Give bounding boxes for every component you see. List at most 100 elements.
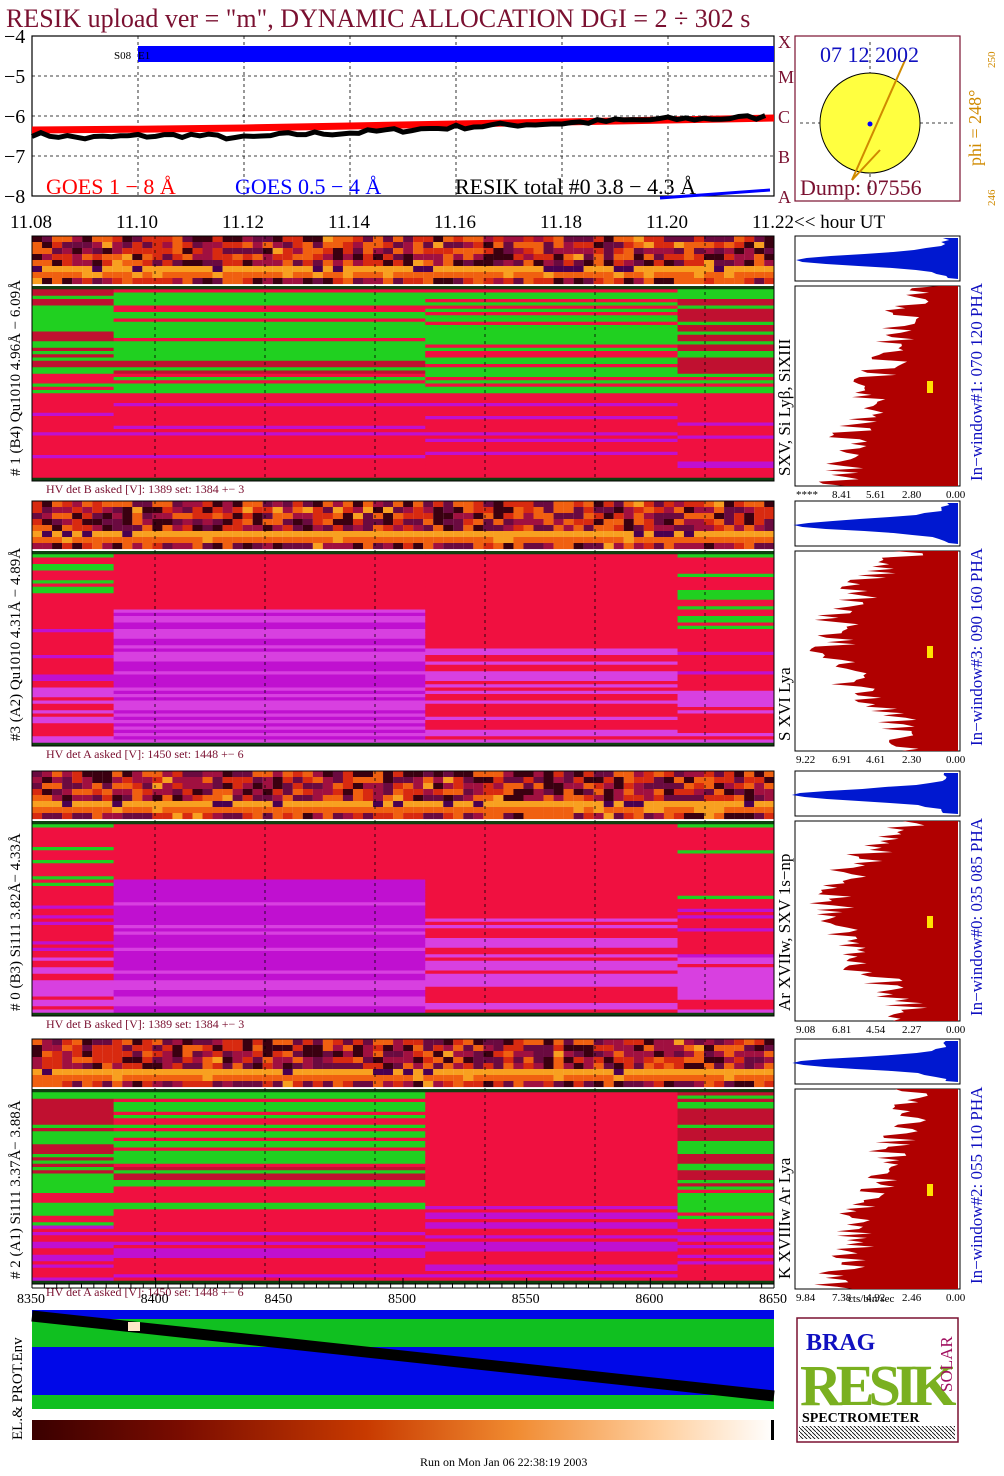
heat-cell — [633, 242, 644, 249]
heat-cell — [142, 236, 153, 243]
heat-cell — [202, 1081, 213, 1088]
heat-cell — [292, 1051, 303, 1058]
spectral-row — [677, 1111, 775, 1116]
heat-cell — [483, 543, 494, 550]
heat-cell — [212, 278, 223, 285]
spectral-row — [425, 973, 679, 978]
spectral-row — [425, 827, 679, 832]
spectral-row — [113, 422, 426, 427]
heat-cell — [663, 266, 674, 273]
heat-cell — [132, 807, 143, 814]
heat-cell — [744, 801, 755, 808]
spectral-row — [425, 1176, 679, 1181]
heat-cell — [433, 266, 444, 273]
heat-cell — [543, 801, 554, 808]
pha-histogram — [792, 1038, 961, 1085]
heat-cell — [212, 1051, 223, 1058]
spectral-row — [113, 658, 426, 662]
spectral-row — [425, 928, 679, 932]
heat-cell — [603, 1069, 614, 1076]
spectral-row — [32, 1189, 115, 1194]
heat-cell — [162, 807, 173, 814]
spectral-row — [113, 661, 426, 666]
heat-cell — [513, 501, 524, 508]
spectral-row — [32, 996, 115, 1001]
heat-cell — [613, 813, 624, 820]
heat-cell — [62, 537, 73, 544]
heat-cell — [102, 771, 113, 778]
heat-cell — [603, 537, 614, 544]
heat-cell — [413, 1075, 424, 1082]
heat-cell — [483, 795, 494, 802]
heat-cell — [322, 248, 333, 255]
heat-cell — [613, 1081, 624, 1088]
heat-cell — [583, 801, 594, 808]
spectral-row — [425, 464, 679, 469]
heat-cell — [623, 783, 634, 790]
heat-cell — [202, 513, 213, 520]
spectral-row — [677, 435, 775, 440]
heat-cell — [714, 507, 725, 514]
spectral-row — [113, 869, 426, 874]
heat-cell — [583, 771, 594, 778]
heat-cell — [252, 1069, 263, 1076]
heat-cell — [714, 519, 725, 526]
heat-cell — [513, 807, 524, 814]
heat-cell — [232, 771, 243, 778]
heat-cell — [232, 531, 243, 538]
spectral-row — [425, 593, 679, 597]
heat-cell — [643, 1051, 654, 1058]
heat-cell — [42, 513, 53, 520]
spectral-row — [677, 1183, 775, 1187]
spectral-row — [113, 886, 426, 890]
heat-cell — [653, 1081, 664, 1088]
spectral-row — [32, 973, 115, 978]
heat-cell — [132, 519, 143, 526]
heat-cell — [483, 1051, 494, 1058]
heat-cell — [423, 531, 434, 538]
heat-cell — [603, 771, 614, 778]
heat-cell — [302, 801, 313, 808]
heat-cell — [673, 771, 685, 778]
spectral-row — [677, 318, 775, 323]
heat-cell — [222, 813, 233, 820]
spectral-row — [32, 843, 115, 848]
heat-cell — [262, 260, 273, 267]
heat-cell — [292, 1081, 303, 1088]
hist-tick-label: 0.00 — [946, 754, 966, 766]
spectral-row — [32, 354, 115, 358]
heat-cell — [553, 771, 564, 778]
heat-cell — [423, 771, 434, 778]
spectral-row — [32, 1102, 115, 1106]
spectral-row — [677, 892, 775, 897]
heat-cell — [192, 795, 203, 802]
heat-cell — [724, 531, 735, 538]
heat-cell — [242, 783, 253, 790]
heat-cell — [563, 248, 574, 255]
spectral-row — [677, 690, 775, 695]
spectral-row — [425, 674, 679, 679]
heat-cell — [102, 1039, 113, 1046]
spectral-row — [677, 1092, 775, 1096]
spectral-row — [32, 1141, 115, 1145]
heat-cell — [312, 1081, 323, 1088]
heat-cell — [643, 789, 654, 796]
heat-cell — [82, 254, 93, 261]
heat-cell — [393, 1039, 404, 1046]
spectral-row — [677, 1128, 775, 1132]
heat-cell — [693, 260, 705, 267]
spectral-row — [32, 821, 115, 825]
heat-cell — [192, 254, 203, 261]
heat-cell — [493, 266, 504, 273]
spectral-row — [32, 869, 115, 874]
heat-cell — [423, 236, 434, 243]
spectral-row — [32, 915, 115, 919]
heat-cell — [734, 777, 745, 784]
spectral-row — [113, 464, 426, 469]
hist-tick-label: 7.38 — [832, 1292, 852, 1304]
heat-cell — [172, 260, 183, 267]
heat-cell — [72, 801, 83, 808]
heat-cell — [352, 531, 364, 538]
heat-cell — [373, 236, 384, 243]
heat-cell — [352, 1045, 364, 1052]
